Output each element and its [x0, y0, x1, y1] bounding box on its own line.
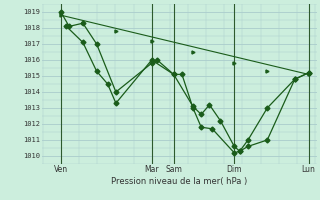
X-axis label: Pression niveau de la mer( hPa ): Pression niveau de la mer( hPa ) — [111, 177, 247, 186]
